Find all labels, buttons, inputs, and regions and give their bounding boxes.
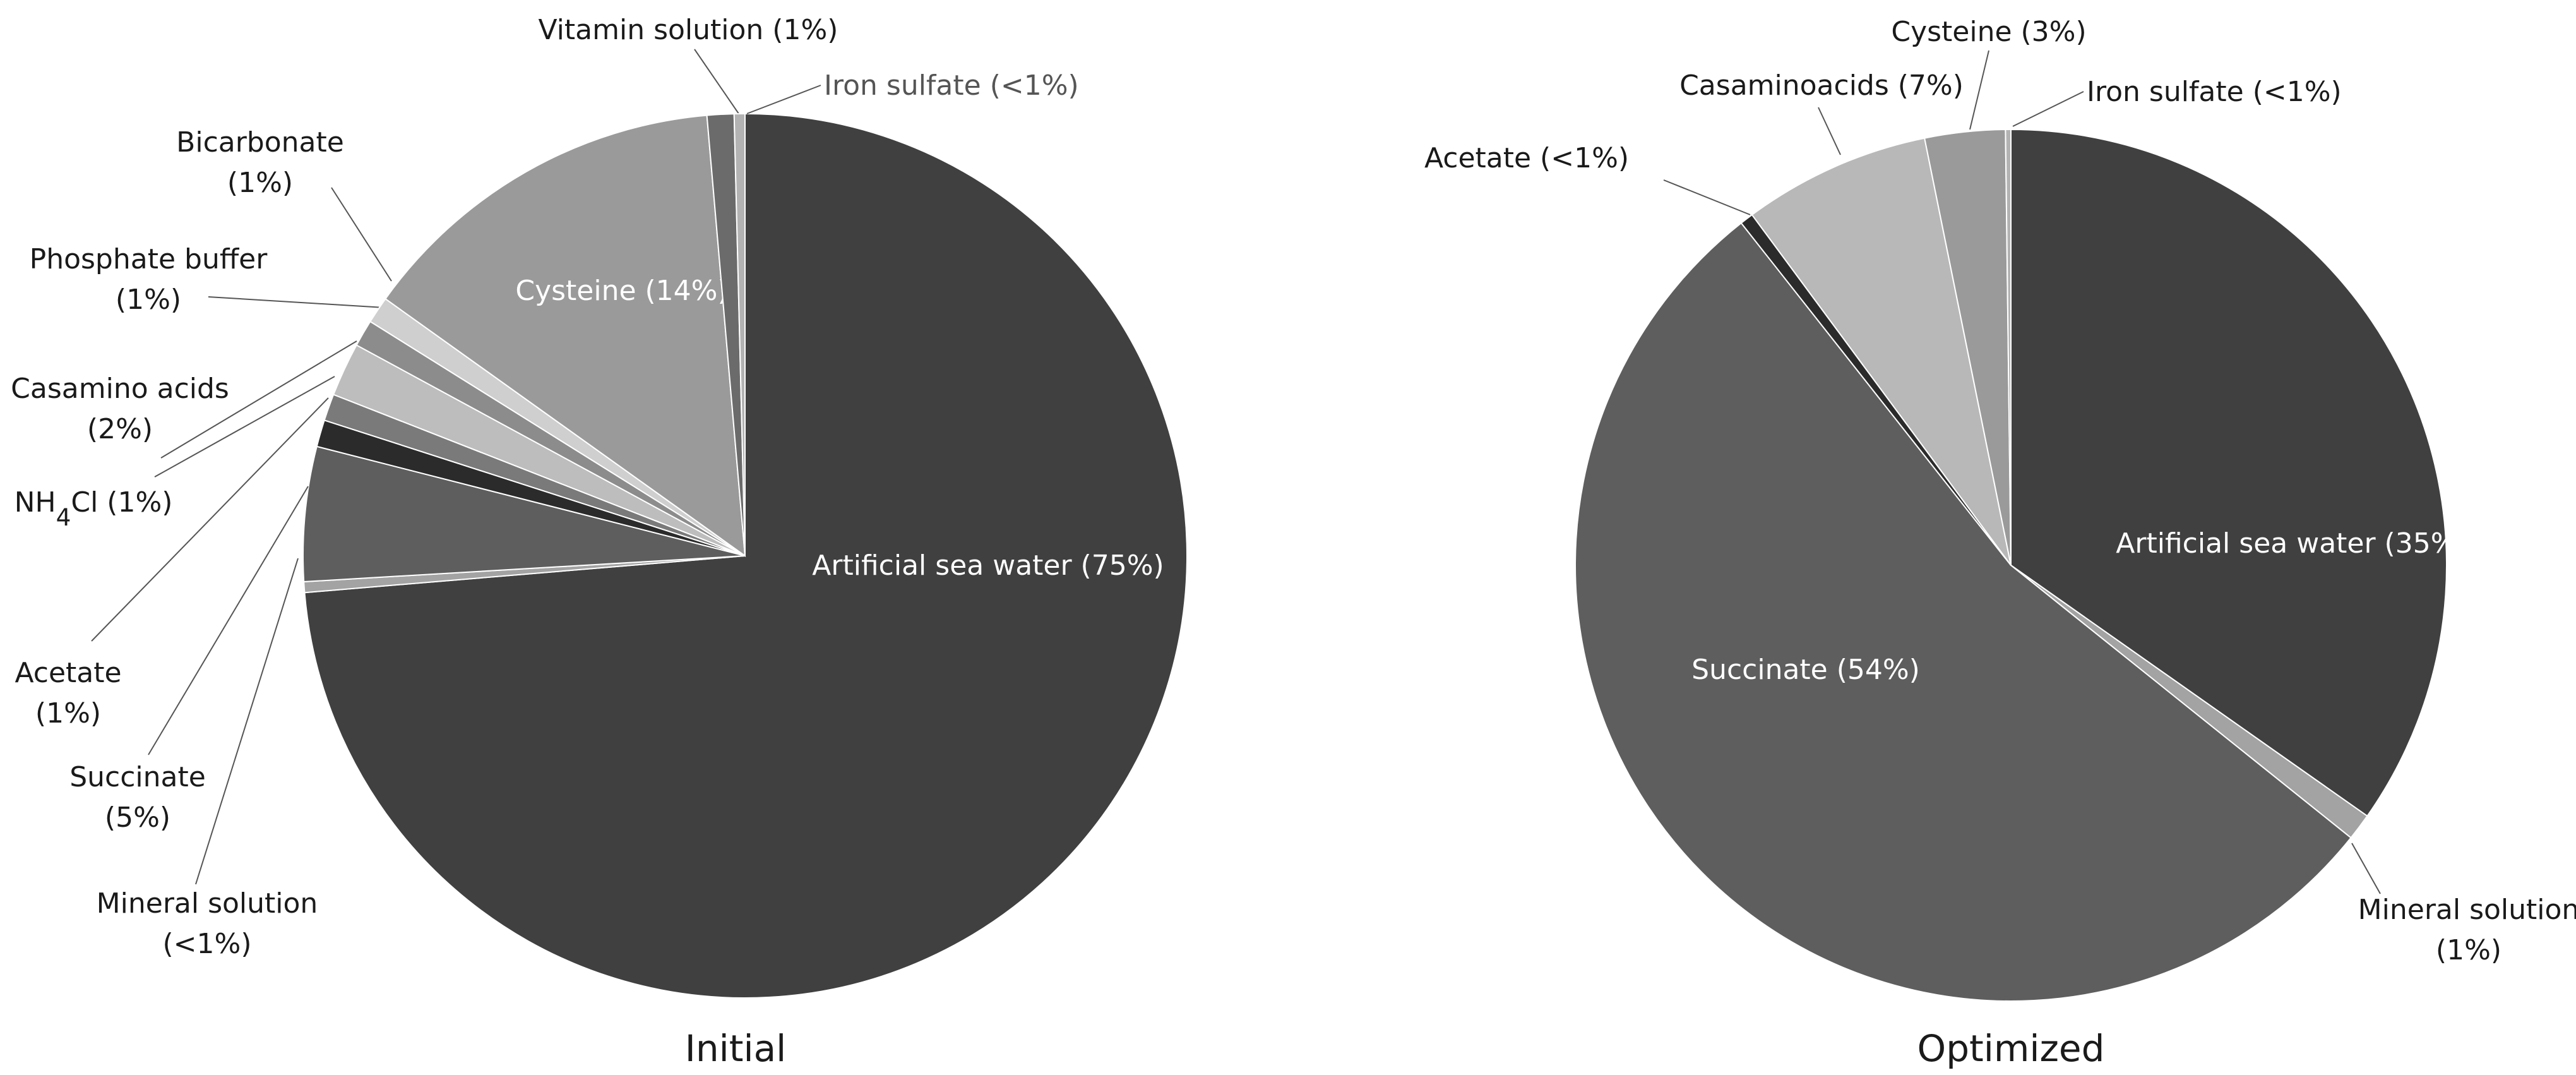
slice-label-iron-sulfate: Iron sulfate (<1%) xyxy=(824,69,1079,102)
leader-line-bicarbonate xyxy=(331,187,392,282)
pie-slice-succinate xyxy=(1575,222,2352,1002)
leader-line-iron-sulfate xyxy=(746,85,821,114)
pie-slice-cysteine xyxy=(385,114,746,558)
slice-label-nh4cl: NH4Cl (1%) xyxy=(15,486,173,531)
pie-slice-succinate xyxy=(302,445,746,583)
pie-slice-iron-sulfate xyxy=(733,112,746,556)
leader-line-cysteine xyxy=(1969,50,1989,130)
slice-label-succinate: Succinate (54%) xyxy=(1691,654,1920,686)
chart-title-optimized: Optimized xyxy=(1917,1027,2105,1070)
slice-label-casamino-acids: Casamino acids (2%) xyxy=(11,373,229,445)
slice-label-mineral-solution: Mineral solution (<1%) xyxy=(97,887,318,960)
slice-label-artificial-sea-water: Artificial sea water (35%) xyxy=(2116,527,2467,560)
pie-slice-artificial-sea-water xyxy=(2010,128,2447,817)
leader-line-succinate xyxy=(148,486,309,755)
leader-line-acetate xyxy=(1663,179,1751,215)
pie-slice-artificial-sea-water xyxy=(304,112,1188,999)
slice-label-cysteine: Cysteine (14%) xyxy=(515,275,728,307)
slice-label-acetate: Acetate (<1%) xyxy=(1424,142,1629,174)
pie-slice-iron-sulfate xyxy=(2005,128,2012,566)
chart-title-initial: Initial xyxy=(685,1027,787,1070)
leader-line-casamino-acids xyxy=(160,340,357,459)
leader-line-phosphate-buffer xyxy=(208,296,385,308)
leader-line-mineral-solution xyxy=(2351,843,2381,894)
slice-label-iron-sulfate: Iron sulfate (<1%) xyxy=(2087,76,2342,108)
slice-label-artificial-sea-water: Artificial sea water (75%) xyxy=(812,550,1164,582)
slice-label-cysteine: Cysteine (3%) xyxy=(1891,16,2086,48)
slice-label-phosphate-buffer: Phosphate buffer (1%) xyxy=(30,243,268,316)
leader-line-nh4cl xyxy=(154,376,335,477)
leader-line-iron-sulfate xyxy=(2012,91,2084,127)
pie-slice-casaminoacids xyxy=(1751,137,2012,566)
pie-chart-initial: Artificial sea water (75%) Mineral soluti… xyxy=(11,14,1188,1070)
slice-label-acetate: Acetate (1%) xyxy=(15,657,121,730)
slice-label-succinate: Succinate (5%) xyxy=(69,761,206,834)
slice-label-casaminoacids: Casaminoacids (7%) xyxy=(1679,69,1964,102)
leader-line-mineral-solution xyxy=(195,558,299,885)
leader-line-acetate xyxy=(91,397,329,642)
slice-label-mineral-solution: Mineral solution (1%) xyxy=(2358,894,2576,966)
pie-chart-optimized: Artificial sea water (35%) Mineral soluti… xyxy=(1424,16,2576,1070)
slice-label-vitamin-solution: Vitamin solution (1%) xyxy=(539,14,838,46)
leader-line-vitamin-solution xyxy=(694,49,739,114)
leader-line-casaminoacids xyxy=(1818,107,1841,155)
slice-label-bicarbonate: Bicarbonate (1%) xyxy=(176,126,344,199)
